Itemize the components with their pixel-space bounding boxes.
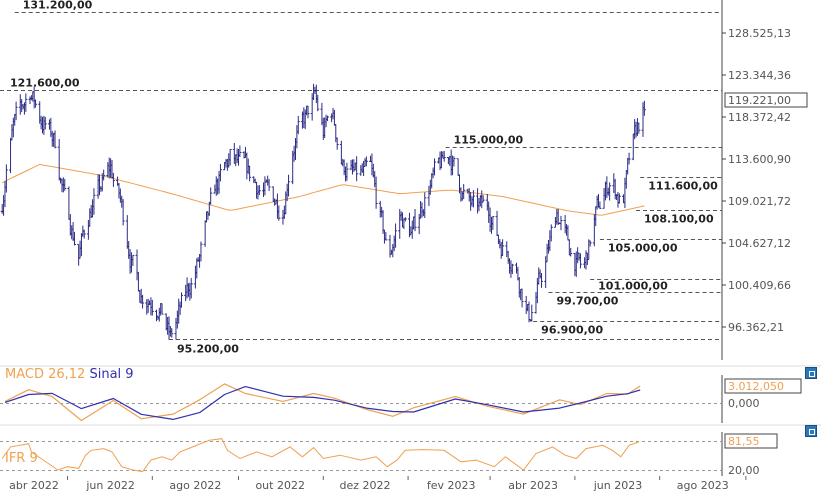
x-tick-label: abr 2023 xyxy=(508,479,558,492)
macd-zero-label: 0,000 xyxy=(728,397,760,410)
signal-title-label: Sinal 9 xyxy=(89,367,134,382)
level-label: 105.000,00 xyxy=(608,242,678,255)
rsi-lower-label: 20,00 xyxy=(728,464,760,477)
rsi-line xyxy=(1,438,639,473)
x-tick-label: fev 2023 xyxy=(427,479,476,492)
rsi-popout-icon[interactable] xyxy=(805,425,817,437)
y-tick-label: 128.525,13 xyxy=(728,27,791,40)
x-tick-label: out 2022 xyxy=(255,479,305,492)
y-tick-label: 118.372,42 xyxy=(728,111,791,124)
macd-title: MACD 26,12 Sinal 9 xyxy=(5,367,134,382)
y-tick-label: 100.409,66 xyxy=(728,279,791,292)
level-label: 96.900,00 xyxy=(541,324,603,337)
level-label: 115.000,00 xyxy=(454,134,524,147)
y-tick-label: 123.344,36 xyxy=(728,69,791,82)
y-tick-label: 109.021,72 xyxy=(728,195,791,208)
rsi-value-box xyxy=(724,433,778,449)
macd-value-box xyxy=(724,378,802,394)
level-label: 95.200,00 xyxy=(177,343,239,356)
last-price-box xyxy=(724,92,808,108)
level-label: 111.600,00 xyxy=(648,180,718,193)
macd-popout-icon[interactable] xyxy=(805,367,817,379)
x-tick-label: ago 2023 xyxy=(677,479,729,492)
rsi-title: IFR 9 xyxy=(5,451,38,466)
level-label: 121.600,00 xyxy=(10,77,80,90)
x-tick-label: ago 2022 xyxy=(169,479,221,492)
x-tick-label: jun 2022 xyxy=(85,479,135,492)
y-tick-label: 96.362,21 xyxy=(728,321,784,334)
y-tick-label: 104.627,12 xyxy=(728,237,791,250)
macd-value-label: 3.012,050 xyxy=(728,380,784,393)
rsi-value-label: 81,55 xyxy=(728,435,760,448)
y-tick-label: 113.600,90 xyxy=(728,153,791,166)
signal-line xyxy=(4,386,641,420)
level-label: 108.100,00 xyxy=(644,213,714,226)
last-price-label: 119.221,00 xyxy=(728,94,791,107)
x-tick-label: abr 2022 xyxy=(9,479,59,492)
x-tick-label: dez 2022 xyxy=(339,479,390,492)
macd-line xyxy=(4,383,641,422)
level-label: 131.200,00 xyxy=(23,0,93,12)
level-label: 101.000,00 xyxy=(598,280,668,293)
x-tick-label: jun 2023 xyxy=(593,479,643,492)
macd-title-label: MACD 26,12 xyxy=(5,367,86,382)
level-label: 99.700,00 xyxy=(556,295,618,308)
